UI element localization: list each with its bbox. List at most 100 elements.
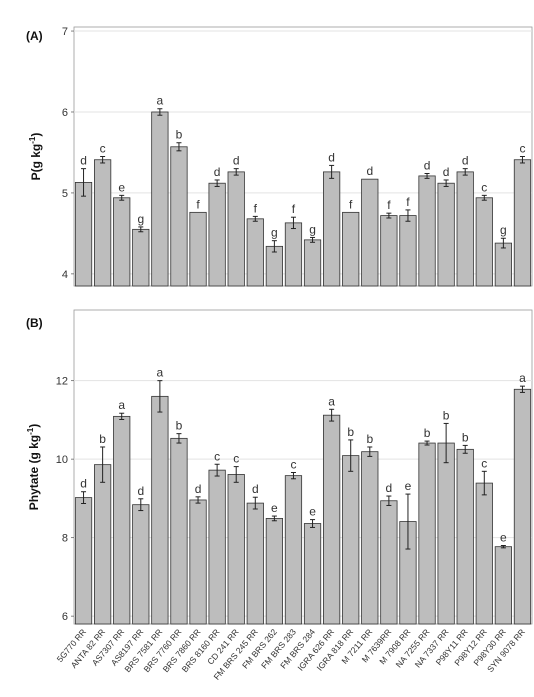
significance-letter: d <box>386 481 393 495</box>
significance-letter: e <box>271 501 278 515</box>
bar <box>113 415 131 625</box>
significance-letter: e <box>405 479 412 493</box>
significance-letter: e <box>500 531 507 545</box>
significance-letter: d <box>80 154 87 168</box>
significance-letter: g <box>500 223 507 237</box>
bar <box>208 469 226 625</box>
bar <box>227 474 245 625</box>
significance-letter: c <box>100 142 106 156</box>
bar <box>361 178 379 287</box>
bar <box>494 242 512 287</box>
bar <box>151 395 169 625</box>
significance-letter: g <box>309 222 316 236</box>
significance-letter: b <box>176 128 183 142</box>
significance-letter: d <box>443 165 450 179</box>
bar <box>380 500 398 625</box>
bar <box>303 523 322 625</box>
significance-letter: b <box>176 419 183 433</box>
bar <box>494 546 512 625</box>
bar <box>456 171 474 287</box>
bar <box>342 211 360 287</box>
significance-letter: c <box>519 142 525 156</box>
bar <box>513 388 532 625</box>
bar <box>418 175 436 287</box>
significance-letter: c <box>481 180 487 194</box>
bar <box>170 437 188 625</box>
bar <box>437 442 455 625</box>
bar <box>456 448 474 625</box>
bar <box>475 197 493 287</box>
significance-letter: c <box>481 456 487 470</box>
y-tick-label: 5 <box>62 188 68 200</box>
significance-letter: e <box>309 505 316 519</box>
panel-label: (B) <box>26 316 43 330</box>
y-tick-label: 12 <box>56 376 68 388</box>
significance-letter: d <box>137 484 144 498</box>
bar <box>246 218 264 287</box>
bar <box>189 211 207 287</box>
bar <box>323 414 341 625</box>
significance-letter: e <box>118 180 125 194</box>
bar <box>513 159 532 287</box>
y-tick-label: 4 <box>62 269 68 281</box>
bar <box>170 146 188 287</box>
y-tick-label: 7 <box>62 26 68 38</box>
bar <box>323 171 341 287</box>
significance-letter: d <box>252 482 259 496</box>
bar <box>399 215 417 287</box>
significance-letter: b <box>99 432 106 446</box>
significance-letter: b <box>443 408 450 422</box>
bar <box>132 228 150 287</box>
significance-letter: d <box>195 482 202 496</box>
significance-letter: d <box>328 150 335 164</box>
significance-letter: a <box>328 394 335 408</box>
significance-letter: f <box>254 201 258 215</box>
y-tick-label: 10 <box>56 454 68 466</box>
significance-letter: a <box>157 366 164 380</box>
significance-letter: d <box>80 477 87 491</box>
significance-letter: a <box>519 371 526 385</box>
y-axis-label: P(g kg-1) <box>28 133 43 181</box>
significance-letter: f <box>406 195 410 209</box>
significance-letter: d <box>214 165 221 179</box>
y-axis-label: Phytate (g kg-1) <box>26 424 41 510</box>
significance-letter: b <box>366 432 373 446</box>
y-tick-label: 6 <box>62 107 68 119</box>
bar <box>132 504 150 625</box>
bar <box>74 497 93 625</box>
panel-label: (A) <box>26 29 43 43</box>
bar <box>94 464 112 625</box>
significance-letter: d <box>233 154 240 168</box>
significance-letter: f <box>196 197 200 211</box>
bar <box>113 197 131 287</box>
bar <box>361 451 379 625</box>
significance-letter: a <box>118 398 125 412</box>
bar <box>418 442 436 625</box>
y-tick-label: 6 <box>62 611 68 623</box>
bar <box>189 499 207 625</box>
significance-letter: a <box>157 94 164 108</box>
y-tick-label: 8 <box>62 533 68 545</box>
bar <box>74 181 93 287</box>
significance-letter: d <box>424 158 431 172</box>
significance-letter: b <box>424 426 431 440</box>
bar <box>246 502 264 625</box>
bar <box>303 239 322 287</box>
bar <box>227 171 245 287</box>
plot-area <box>73 309 533 625</box>
bar <box>284 222 303 287</box>
bar <box>437 182 455 287</box>
significance-letter: f <box>349 197 353 211</box>
bar <box>342 455 360 625</box>
plot-area <box>73 26 533 287</box>
bar <box>284 475 303 625</box>
significance-letter: f <box>387 198 391 212</box>
bar <box>151 111 169 287</box>
significance-letter: g <box>271 226 278 240</box>
significance-letter: f <box>292 202 296 216</box>
bar <box>380 215 398 287</box>
significance-letter: b <box>347 425 354 439</box>
significance-letter: d <box>366 164 373 178</box>
